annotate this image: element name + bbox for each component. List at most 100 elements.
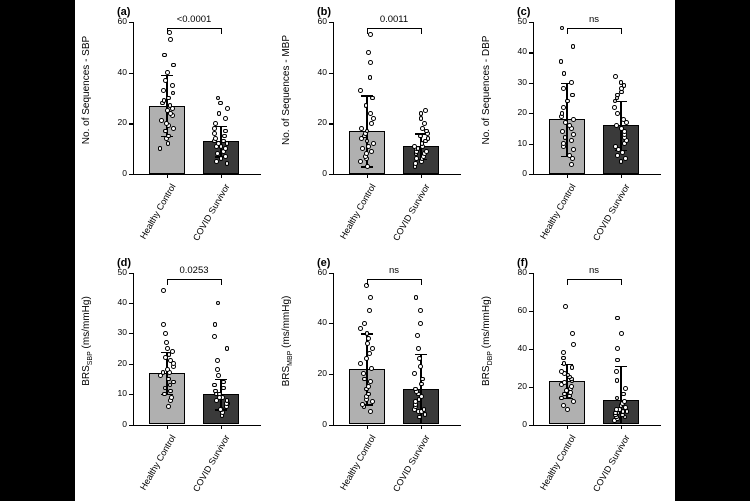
y-tick: [129, 333, 133, 334]
data-point: [370, 96, 375, 101]
y-tick-label: 60: [307, 16, 327, 26]
x-axis: [333, 174, 461, 175]
data-point: [164, 340, 169, 345]
data-point: [371, 141, 376, 146]
y-tick: [329, 323, 333, 324]
data-point: [170, 83, 175, 88]
y-tick: [529, 52, 533, 53]
p-value-label: ns: [564, 14, 624, 25]
x-tick: [221, 425, 222, 429]
data-point: [359, 126, 364, 131]
data-point: [360, 146, 365, 151]
x-tick-label: Healthy Control: [338, 433, 378, 492]
x-tick-label: COVID Survivor: [391, 182, 432, 242]
p-value-label: <0.0001: [164, 14, 224, 25]
sig-bracket: [567, 279, 622, 280]
y-tick: [329, 273, 333, 274]
data-point: [615, 111, 620, 116]
y-tick-label: 40: [307, 67, 327, 77]
y-tick-label: 0: [107, 168, 127, 178]
p-value-label: ns: [564, 265, 624, 276]
y-axis: [533, 22, 534, 174]
y-tick-label: 10: [507, 138, 527, 148]
y-tick: [529, 273, 533, 274]
sig-bracket: [167, 28, 222, 29]
data-point: [368, 32, 373, 37]
data-point: [570, 331, 575, 336]
data-point: [614, 123, 619, 128]
data-point: [418, 364, 423, 369]
y-tick-label: 20: [307, 117, 327, 127]
y-tick: [329, 73, 333, 74]
x-tick: [367, 425, 368, 429]
data-point: [366, 392, 371, 397]
x-tick-label: Healthy Control: [538, 182, 578, 241]
x-tick-label: COVID Survivor: [191, 182, 232, 242]
data-point: [621, 117, 626, 122]
y-tick: [129, 273, 133, 274]
data-point: [418, 308, 423, 313]
data-point: [418, 134, 423, 139]
data-point: [360, 402, 365, 407]
p-value-label: ns: [364, 265, 424, 276]
data-point: [561, 86, 566, 91]
y-tick-label: 20: [107, 117, 127, 127]
y-tick: [129, 364, 133, 365]
data-point: [171, 63, 176, 68]
y-tick: [129, 303, 133, 304]
data-point: [613, 74, 618, 79]
data-point: [560, 129, 565, 134]
y-tick-label: 60: [307, 267, 327, 277]
data-point: [223, 154, 228, 159]
data-point: [165, 70, 170, 75]
x-tick-label: COVID Survivor: [591, 182, 632, 242]
data-point: [213, 136, 218, 141]
y-tick-label: 40: [307, 317, 327, 327]
data-point: [420, 377, 425, 382]
errorbar-cap-upper: [161, 75, 173, 76]
y-tick-label: 20: [107, 358, 127, 368]
y-tick: [329, 425, 333, 426]
x-axis: [133, 174, 261, 175]
data-point: [161, 288, 166, 293]
data-point: [412, 144, 417, 149]
y-tick-label: 0: [507, 168, 527, 178]
y-axis: [533, 273, 534, 425]
data-point: [569, 138, 574, 143]
data-point: [225, 346, 230, 351]
data-point: [561, 105, 566, 110]
data-point: [166, 404, 171, 409]
data-point: [571, 342, 576, 347]
data-point: [559, 369, 564, 374]
x-axis: [333, 425, 461, 426]
data-point: [563, 304, 568, 309]
x-tick: [221, 174, 222, 178]
data-point: [221, 380, 226, 385]
data-point: [615, 378, 620, 383]
x-tick-label: Healthy Control: [338, 182, 378, 241]
x-axis: [533, 174, 661, 175]
data-point: [614, 407, 619, 412]
panel-a: (a)0204060No. of Sequences - SBPHealthy …: [75, 0, 275, 251]
sig-bracket: [567, 28, 622, 29]
data-point: [223, 146, 228, 151]
data-point: [420, 126, 425, 131]
x-tick-label: COVID Survivor: [391, 433, 432, 493]
data-point: [215, 151, 220, 156]
data-point: [419, 382, 424, 387]
errorbar-cap-upper: [415, 354, 427, 355]
y-tick: [529, 22, 533, 23]
data-point: [369, 149, 374, 154]
data-point: [225, 398, 230, 403]
data-point: [221, 139, 226, 144]
x-axis: [133, 425, 261, 426]
data-point: [364, 103, 369, 108]
y-tick: [329, 174, 333, 175]
data-point: [166, 96, 171, 101]
data-point: [163, 331, 168, 336]
data-point: [622, 399, 627, 404]
data-point: [168, 37, 173, 42]
data-point: [561, 141, 566, 146]
y-tick: [129, 123, 133, 124]
y-tick-label: 10: [107, 388, 127, 398]
